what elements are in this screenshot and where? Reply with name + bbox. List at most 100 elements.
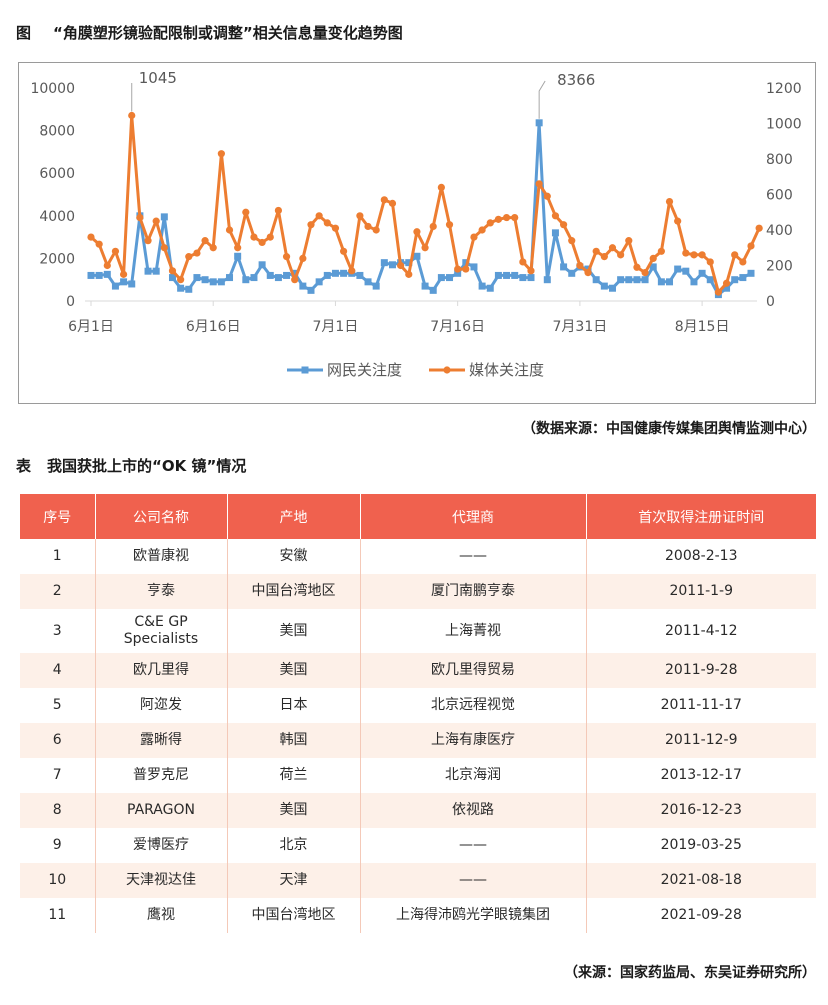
media-data-point bbox=[600, 253, 608, 261]
media-data-point bbox=[470, 233, 478, 241]
cell-index: 7 bbox=[52, 767, 62, 783]
cell-company: 爱博医疗 bbox=[94, 828, 227, 863]
table-row: 9 爱博医疗 北京 —— 2019-03-25 bbox=[20, 828, 816, 863]
cell-agent: 北京远程视觉 bbox=[359, 688, 586, 723]
y-left-tick-label: 2000 bbox=[39, 251, 75, 267]
netizen-data-point bbox=[209, 278, 217, 286]
netizen-data-point bbox=[193, 274, 201, 282]
media-data-point bbox=[144, 237, 152, 245]
cell-index: 6 bbox=[20, 723, 95, 758]
media-data-point bbox=[535, 180, 543, 188]
legend-netizen-marker bbox=[301, 366, 309, 374]
media-data-point bbox=[502, 213, 511, 222]
x-tick-label: 7月16日 bbox=[430, 319, 485, 335]
annotation-leader-line bbox=[538, 80, 546, 119]
netizen-data-point bbox=[633, 276, 641, 284]
cell-company: 欧普康视 bbox=[94, 539, 227, 574]
media-data-point bbox=[568, 237, 576, 245]
netizen-data-point bbox=[226, 274, 234, 282]
media-data-point bbox=[437, 183, 445, 191]
netizen-data-point bbox=[454, 269, 462, 277]
media-data-point bbox=[478, 226, 486, 234]
netizen-data-point bbox=[657, 278, 665, 286]
cell-origin: 美国 bbox=[226, 793, 360, 828]
header-date: 首次取得注册证时间 bbox=[585, 494, 816, 539]
netizen-data-point bbox=[331, 269, 339, 277]
table-row: 10 天津视达佳 天津 —— 2021-08-18 bbox=[20, 863, 816, 898]
cell-agent: —— bbox=[359, 828, 586, 863]
netizen-data-point bbox=[747, 269, 755, 277]
netizen-data-point bbox=[494, 271, 502, 279]
netizen-data-point bbox=[706, 276, 714, 284]
media-data-point bbox=[462, 265, 470, 273]
netizen-data-point bbox=[168, 274, 176, 282]
y-left-tick-label: 10000 bbox=[30, 81, 75, 97]
netizen-data-point bbox=[503, 271, 511, 279]
netizen-data-point bbox=[543, 276, 551, 284]
cell-origin: 中国台湾地区 bbox=[226, 574, 360, 609]
media-data-point bbox=[592, 247, 600, 255]
netizen-data-point bbox=[478, 282, 486, 290]
table-title: 表我国获批上市的“OK 镜”情况 bbox=[16, 455, 246, 476]
netizen-data-point bbox=[519, 274, 527, 282]
cell-agent: 北京海润 bbox=[359, 758, 586, 793]
table-row: 3 C&E GP Specialists 美国 上海菁视 2011-4-12 bbox=[20, 609, 816, 653]
cell-date: 2019-03-25 bbox=[585, 828, 816, 863]
netizen-data-point bbox=[641, 276, 649, 284]
netizen-data-point bbox=[731, 276, 739, 284]
media-data-point bbox=[111, 247, 120, 255]
netizen-data-point bbox=[266, 271, 274, 279]
media-data-point bbox=[299, 254, 307, 262]
media-data-point bbox=[209, 244, 217, 252]
cell-agent: —— bbox=[359, 863, 586, 898]
media-data-point bbox=[103, 261, 111, 270]
media-data-point bbox=[519, 258, 527, 266]
x-tick-label: 8月15日 bbox=[675, 319, 730, 335]
media-data-point bbox=[356, 212, 364, 220]
media-data-point bbox=[185, 253, 193, 261]
media-data-point bbox=[225, 226, 234, 234]
table-row: 6 露晰得 韩国 上海有康医疗 2011-12-9 bbox=[20, 723, 816, 758]
annotation-8366-label: 8366 bbox=[557, 71, 595, 89]
table-body: 1 欧普康视 安徽 —— 2008-2-13 2 亨泰 中国台湾地区 厦门南鹏亨泰 2011-1-… bbox=[20, 539, 816, 933]
netizen-data-point bbox=[405, 259, 413, 267]
netizen-data-point bbox=[421, 282, 429, 290]
media-data-point bbox=[706, 258, 714, 266]
netizen-data-point bbox=[600, 282, 608, 290]
netizen-data-point bbox=[152, 267, 160, 275]
cell-origin: 中国台湾地区 bbox=[226, 898, 360, 933]
media-data-point bbox=[722, 279, 731, 287]
netizen-data-point bbox=[185, 285, 193, 293]
x-tick-label: 6月16日 bbox=[186, 319, 241, 335]
netizen-data-point bbox=[103, 270, 111, 278]
media-data-point bbox=[755, 224, 763, 232]
cell-index: 8 bbox=[20, 793, 95, 828]
media-data-point bbox=[372, 226, 380, 234]
media-data-point bbox=[608, 244, 617, 252]
y-right-tick-label: 800 bbox=[766, 152, 793, 168]
media-data-point bbox=[307, 221, 315, 229]
netizen-data-point bbox=[535, 119, 543, 127]
cell-origin: 荷兰 bbox=[226, 758, 360, 793]
figure-source: （数据来源：中国健康传媒集团舆情监测中心） bbox=[522, 421, 816, 437]
media-data-point bbox=[551, 212, 560, 220]
media-data-point bbox=[429, 222, 437, 231]
netizen-data-point bbox=[625, 276, 633, 284]
netizen-data-point bbox=[617, 276, 625, 284]
netizen-data-point bbox=[682, 267, 690, 275]
media-data-point bbox=[315, 212, 323, 220]
netizen-data-point bbox=[364, 278, 372, 286]
x-tick-label: 7月31日 bbox=[553, 319, 608, 335]
y-right-tick-label: 400 bbox=[766, 223, 793, 239]
table-title-text: 我国获批上市的“OK 镜”情况 bbox=[47, 457, 247, 475]
table-row: 2 亨泰 中国台湾地区 厦门南鹏亨泰 2011-1-9 bbox=[20, 574, 816, 609]
netizen-data-point bbox=[323, 271, 331, 279]
header-company: 公司名称 bbox=[94, 494, 227, 539]
netizen-data-point bbox=[274, 274, 282, 282]
cell-company: 欧几里得 bbox=[94, 653, 227, 688]
y-left-tick-label: 6000 bbox=[39, 166, 75, 182]
cell-origin: 日本 bbox=[226, 688, 360, 723]
table-row: 5 阿迩发 日本 北京远程视觉 2011-11-17 bbox=[20, 688, 816, 723]
cell-company: 阿迩发 bbox=[94, 688, 227, 723]
cell-date: 2021-08-18 bbox=[585, 863, 816, 898]
